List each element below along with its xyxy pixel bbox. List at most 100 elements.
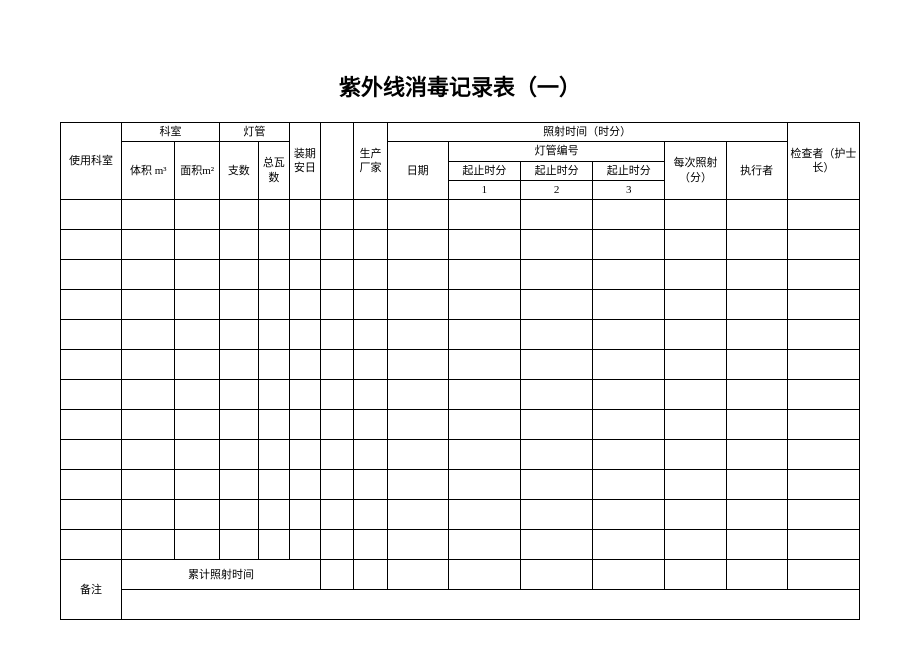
- table-cell: [448, 350, 520, 380]
- table-cell: [289, 320, 320, 350]
- table-cell: [219, 380, 258, 410]
- table-cell: [258, 380, 289, 410]
- table-cell: [354, 230, 387, 260]
- table-cell: [665, 470, 726, 500]
- table-cell: [387, 260, 448, 290]
- table-cell: [448, 500, 520, 530]
- table-cell: [61, 200, 122, 230]
- table-cell: [61, 290, 122, 320]
- table-cell: [219, 440, 258, 470]
- header-area: 面积m²: [175, 142, 219, 200]
- table-cell: [726, 320, 787, 350]
- table-cell: [787, 470, 859, 500]
- table-cell: [787, 380, 859, 410]
- table-row: [61, 440, 860, 470]
- header-blank: [320, 123, 353, 200]
- table-cell: [448, 260, 520, 290]
- table-cell: [289, 200, 320, 230]
- header-lamp: 灯管: [219, 123, 289, 142]
- table-cell: [387, 320, 448, 350]
- table-cell: [787, 320, 859, 350]
- table-cell: [320, 200, 353, 230]
- table-cell: [175, 500, 219, 530]
- footer-cell: [665, 560, 726, 590]
- table-cell: [787, 200, 859, 230]
- table-cell: [787, 290, 859, 320]
- table-cell: [593, 200, 665, 230]
- table-cell: [387, 350, 448, 380]
- table-cell: [448, 380, 520, 410]
- table-cell: [320, 320, 353, 350]
- table-cell: [593, 500, 665, 530]
- table-cell: [61, 320, 122, 350]
- table-cell: [320, 530, 353, 560]
- footer-cell: [787, 560, 859, 590]
- table-cell: [61, 500, 122, 530]
- table-cell: [219, 470, 258, 500]
- header-use-dept: 使用科室: [61, 123, 122, 200]
- table-cell: [219, 260, 258, 290]
- table-cell: [61, 230, 122, 260]
- table-cell: [787, 410, 859, 440]
- table-cell: [448, 320, 520, 350]
- table-row: [61, 290, 860, 320]
- table-cell: [61, 410, 122, 440]
- footer-cell: [354, 560, 387, 590]
- table-cell: [593, 410, 665, 440]
- table-cell: [387, 500, 448, 530]
- table-cell: [122, 500, 175, 530]
- table-cell: [320, 260, 353, 290]
- footer-cell: [320, 560, 353, 590]
- header-manufacturer: 生产厂家: [354, 123, 387, 200]
- table-row: [61, 350, 860, 380]
- table-cell: [320, 440, 353, 470]
- table-cell: [175, 290, 219, 320]
- table-cell: [175, 200, 219, 230]
- table-cell: [665, 320, 726, 350]
- table-cell: [175, 320, 219, 350]
- table-cell: [122, 320, 175, 350]
- header-inspector: 检查者（护士长）: [787, 123, 859, 200]
- table-cell: [320, 500, 353, 530]
- table-cell: [61, 440, 122, 470]
- table-row: [61, 200, 860, 230]
- table-cell: [387, 440, 448, 470]
- table-cell: [289, 290, 320, 320]
- table-cell: [387, 380, 448, 410]
- table-cell: [258, 440, 289, 470]
- table-cell: [175, 380, 219, 410]
- table-cell: [258, 320, 289, 350]
- table-cell: [320, 380, 353, 410]
- footer-cell: [448, 560, 520, 590]
- table-cell: [122, 380, 175, 410]
- table-cell: [289, 500, 320, 530]
- header-dept: 科室: [122, 123, 220, 142]
- table-cell: [520, 500, 592, 530]
- table-cell: [726, 410, 787, 440]
- table-cell: [258, 350, 289, 380]
- table-cell: [665, 230, 726, 260]
- table-cell: [354, 410, 387, 440]
- table-cell: [726, 230, 787, 260]
- table-cell: [665, 380, 726, 410]
- table-cell: [122, 290, 175, 320]
- table-cell: [665, 260, 726, 290]
- table-cell: [122, 200, 175, 230]
- table-cell: [320, 290, 353, 320]
- table-cell: [593, 350, 665, 380]
- table-cell: [122, 440, 175, 470]
- table-cell: [520, 260, 592, 290]
- table-cell: [354, 290, 387, 320]
- table-cell: [258, 410, 289, 440]
- table-footer: 备注 累计照射时间: [61, 560, 860, 620]
- table-container: 使用科室 科室 灯管 装期安日 生产厂家 照射时间（时分） 检查者（护士长） 体…: [0, 122, 920, 620]
- table-cell: [448, 440, 520, 470]
- table-cell: [726, 260, 787, 290]
- table-cell: [726, 380, 787, 410]
- table-cell: [354, 320, 387, 350]
- table-cell: [593, 320, 665, 350]
- table-cell: [448, 530, 520, 560]
- table-cell: [289, 530, 320, 560]
- table-cell: [61, 470, 122, 500]
- table-body: [61, 200, 860, 560]
